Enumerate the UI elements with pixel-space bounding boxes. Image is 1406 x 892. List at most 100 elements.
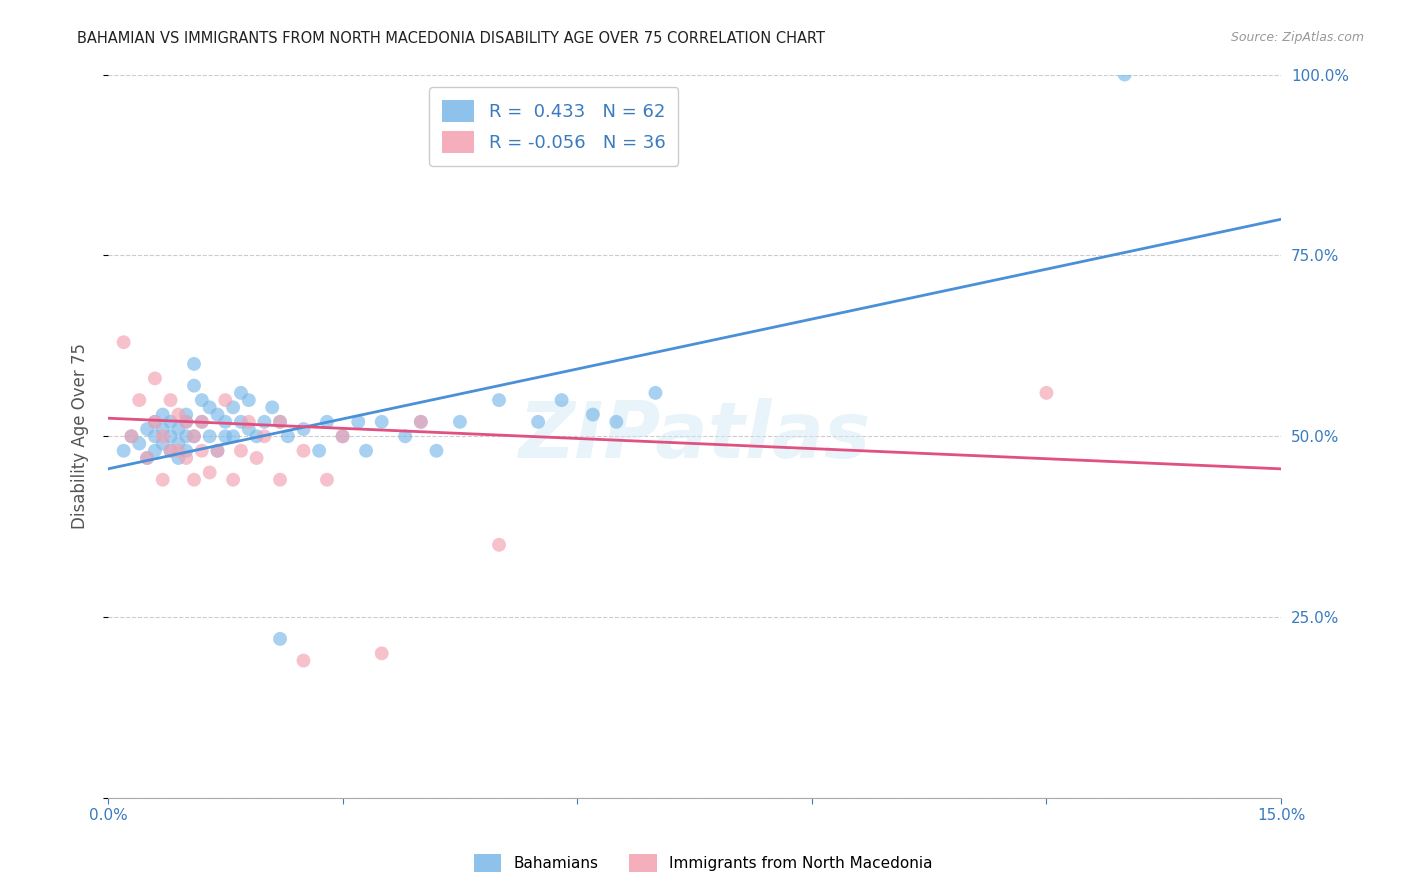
- Point: [207, 408, 229, 422]
- Point: [183, 429, 205, 443]
- Legend: Bahamians, Immigrants from North Macedonia: Bahamians, Immigrants from North Macedon…: [467, 846, 939, 880]
- Point: [112, 335, 135, 350]
- Text: ZIPatlas: ZIPatlas: [519, 399, 870, 475]
- Point: [159, 443, 181, 458]
- Point: [159, 415, 181, 429]
- Point: [152, 436, 174, 450]
- Point: [207, 443, 229, 458]
- Point: [409, 415, 432, 429]
- Point: [143, 415, 166, 429]
- Point: [394, 429, 416, 443]
- Point: [292, 443, 315, 458]
- Point: [143, 415, 166, 429]
- Y-axis label: Disability Age Over 75: Disability Age Over 75: [72, 343, 89, 529]
- Point: [370, 646, 392, 660]
- Point: [191, 443, 214, 458]
- Point: [128, 393, 150, 408]
- Point: [191, 415, 214, 429]
- Point: [159, 443, 181, 458]
- Legend: R =  0.433   N = 62, R = -0.056   N = 36: R = 0.433 N = 62, R = -0.056 N = 36: [429, 87, 678, 166]
- Point: [167, 436, 190, 450]
- Point: [136, 422, 159, 436]
- Point: [174, 450, 197, 465]
- Point: [214, 393, 236, 408]
- Point: [1114, 68, 1136, 82]
- Point: [183, 378, 205, 392]
- Point: [120, 429, 142, 443]
- Point: [143, 371, 166, 385]
- Point: [238, 415, 260, 429]
- Point: [207, 443, 229, 458]
- Point: [354, 443, 377, 458]
- Point: [128, 436, 150, 450]
- Point: [136, 450, 159, 465]
- Point: [183, 473, 205, 487]
- Point: [449, 415, 471, 429]
- Point: [222, 401, 245, 415]
- Point: [167, 443, 190, 458]
- Point: [277, 429, 299, 443]
- Point: [159, 393, 181, 408]
- Point: [605, 415, 627, 429]
- Point: [253, 415, 276, 429]
- Point: [1035, 385, 1057, 400]
- Point: [316, 415, 339, 429]
- Point: [245, 429, 267, 443]
- Point: [143, 429, 166, 443]
- Point: [167, 422, 190, 436]
- Point: [238, 422, 260, 436]
- Text: BAHAMIAN VS IMMIGRANTS FROM NORTH MACEDONIA DISABILITY AGE OVER 75 CORRELATION C: BAHAMIAN VS IMMIGRANTS FROM NORTH MACEDO…: [77, 31, 825, 46]
- Point: [550, 393, 572, 408]
- Point: [269, 415, 291, 429]
- Point: [229, 443, 252, 458]
- Point: [174, 429, 197, 443]
- Point: [174, 408, 197, 422]
- Point: [222, 473, 245, 487]
- Point: [269, 632, 291, 646]
- Point: [214, 429, 236, 443]
- Point: [582, 408, 605, 422]
- Point: [262, 401, 284, 415]
- Point: [174, 415, 197, 429]
- Point: [152, 473, 174, 487]
- Point: [152, 422, 174, 436]
- Point: [527, 415, 550, 429]
- Point: [332, 429, 354, 443]
- Point: [174, 415, 197, 429]
- Point: [143, 443, 166, 458]
- Point: [370, 415, 392, 429]
- Point: [269, 415, 291, 429]
- Point: [488, 538, 510, 552]
- Point: [152, 408, 174, 422]
- Point: [136, 450, 159, 465]
- Point: [198, 429, 221, 443]
- Point: [269, 473, 291, 487]
- Point: [191, 393, 214, 408]
- Point: [292, 654, 315, 668]
- Point: [214, 415, 236, 429]
- Point: [191, 415, 214, 429]
- Point: [644, 385, 666, 400]
- Point: [112, 443, 135, 458]
- Point: [488, 393, 510, 408]
- Point: [347, 415, 370, 429]
- Point: [174, 443, 197, 458]
- Point: [229, 385, 252, 400]
- Point: [425, 443, 447, 458]
- Point: [167, 450, 190, 465]
- Point: [183, 429, 205, 443]
- Point: [167, 408, 190, 422]
- Point: [332, 429, 354, 443]
- Point: [238, 393, 260, 408]
- Point: [245, 450, 267, 465]
- Point: [183, 357, 205, 371]
- Point: [198, 401, 221, 415]
- Point: [222, 429, 245, 443]
- Point: [152, 429, 174, 443]
- Point: [253, 429, 276, 443]
- Point: [308, 443, 330, 458]
- Point: [409, 415, 432, 429]
- Point: [159, 429, 181, 443]
- Point: [198, 466, 221, 480]
- Point: [120, 429, 142, 443]
